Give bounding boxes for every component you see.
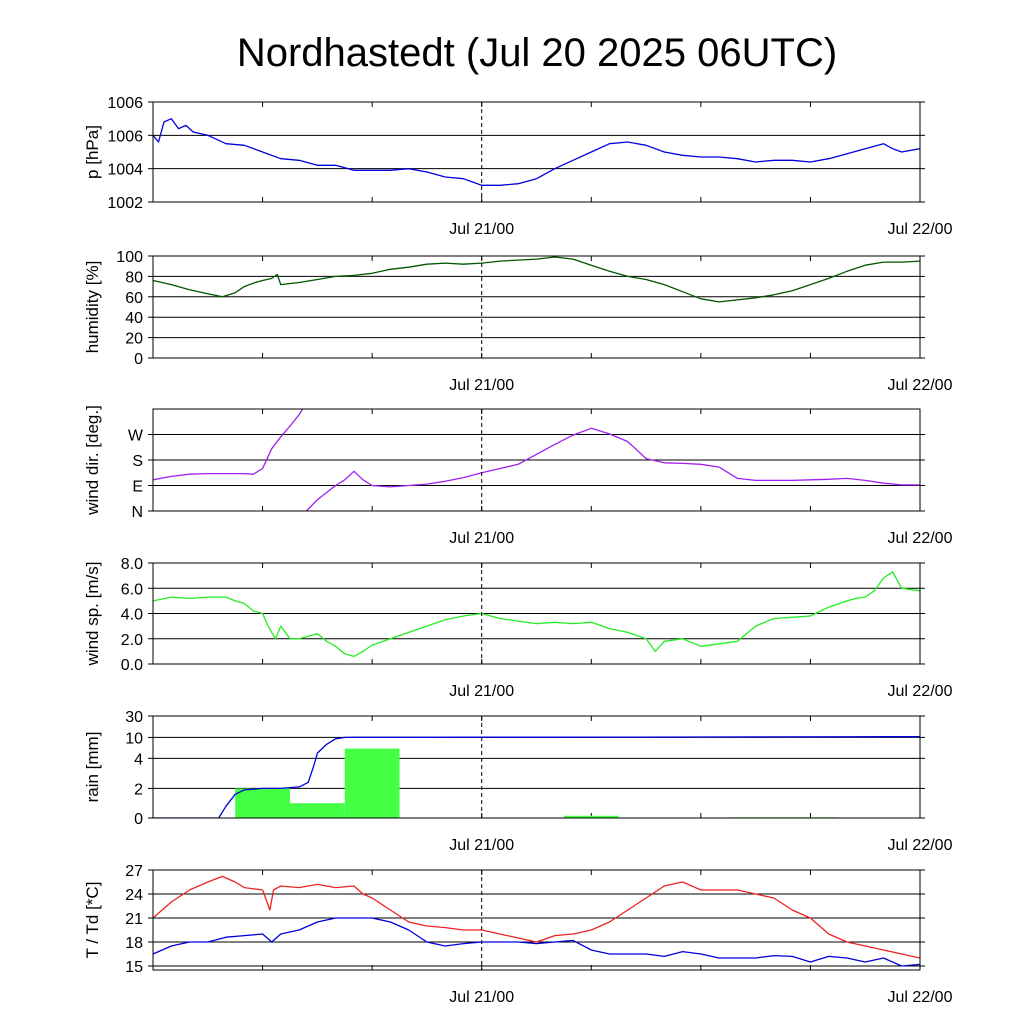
wind-dir-line-1 [305, 427, 920, 511]
pressure-panel: 1002 1004 1006 1006 Jul 21/00 Jul 22/00 p [hPa… [83, 95, 953, 238]
wind-speed-ytick-label: 2.0 [121, 632, 143, 649]
rain-xtick-label: Jul 21/00 [449, 837, 514, 854]
wind-dir-ytick-label: N [131, 504, 143, 521]
temperature-ytick-label: 15 [125, 959, 143, 976]
temperature-xtick-label: Jul 22/00 [888, 989, 953, 1006]
wind-dir-ytick-label: W [128, 428, 144, 445]
wind-dir-ytick-label: S [132, 453, 143, 470]
wind-speed-ytick-label: 8.0 [121, 556, 143, 573]
humidity-ytick-label: 40 [125, 310, 143, 327]
temperature-frame [152, 869, 921, 971]
rain-ytick-label: 30 [125, 709, 143, 726]
wind-dir-frame [152, 408, 921, 512]
temperature-ytick-label: 18 [125, 935, 143, 952]
wind-speed-line [153, 571, 920, 658]
wind-speed-xtick-label: Jul 22/00 [888, 683, 953, 700]
pressure-xtick-label: Jul 21/00 [449, 221, 514, 238]
temperature-td-line [153, 917, 920, 967]
temperature-panel: 15 18 21 24 27 Jul 21/00 Jul 22/00 T / Td [*C] [83, 863, 953, 1006]
pressure-ylabel: p [hPa] [83, 125, 102, 179]
pressure-ytick-label: 1006 [107, 95, 143, 112]
temperature-t-line [153, 875, 920, 959]
rain-frame [152, 715, 921, 819]
humidity-ylabel: humidity [%] [83, 261, 102, 354]
pressure-frame [152, 101, 921, 203]
pressure-ytick-label: 1004 [107, 162, 143, 179]
pressure-xtick-label: Jul 22/00 [888, 221, 953, 238]
wind-dir-line-0 [153, 409, 304, 481]
wind-dir-xtick-label: Jul 22/00 [888, 530, 953, 547]
temperature-ytick-label: 21 [125, 911, 143, 928]
wind-speed-frame [152, 562, 921, 665]
wind-speed-ytick-label: 6.0 [121, 581, 143, 598]
wind-speed-ytick-label: 0.0 [121, 657, 143, 674]
pressure-ytick-label: 1002 [107, 195, 143, 212]
rain-bar [563, 815, 619, 818]
rain-ytick-label: 4 [134, 751, 143, 768]
pressure-ytick-label: 1006 [107, 128, 143, 145]
temperature-ytick-label: 27 [125, 863, 143, 880]
rain-bar [235, 788, 290, 818]
humidity-ytick-label: 60 [125, 290, 143, 307]
rain-ytick-label: 2 [134, 781, 143, 798]
wind-speed-panel: 0.0 2.0 4.0 6.0 8.0 Jul 21/00 Jul 22/00 wind sp… [83, 556, 953, 700]
wind-speed-ylabel: wind sp. [m/s] [83, 562, 102, 667]
humidity-ytick-label: 100 [116, 249, 143, 266]
rain-ytick-label: 0 [134, 811, 143, 828]
chart-title: Nordhastedt (Jul 20 2025 06UTC) [237, 31, 837, 75]
rain-accumulated-line [153, 735, 920, 818]
humidity-xtick-label: Jul 21/00 [449, 377, 514, 394]
temperature-ylabel: T / Td [*C] [83, 882, 102, 959]
humidity-frame [152, 255, 921, 359]
humidity-line [153, 256, 920, 303]
pressure-line [153, 118, 920, 186]
wind-dir-ytick-label: E [132, 479, 143, 496]
rain-bar [344, 748, 400, 818]
rain-ytick-label: 10 [125, 730, 143, 747]
humidity-xtick-label: Jul 22/00 [888, 377, 953, 394]
wind-dir-ylabel: wind dir. [deg.] [83, 405, 102, 516]
rain-bar [289, 803, 345, 818]
wind-speed-ytick-label: 4.0 [121, 607, 143, 624]
humidity-ytick-label: 0 [134, 351, 143, 368]
rain-ylabel: rain [mm] [83, 732, 102, 803]
humidity-ytick-label: 80 [125, 269, 143, 286]
wind-dir-xtick-label: Jul 21/00 [449, 530, 514, 547]
rain-panel: 0 2 4 10 30 Jul 21/00 Jul 22/00 rain [mm] [83, 709, 953, 854]
wind-speed-xtick-label: Jul 21/00 [449, 683, 514, 700]
rain-xtick-label: Jul 22/00 [888, 837, 953, 854]
temperature-xtick-label: Jul 21/00 [449, 989, 514, 1006]
temperature-ytick-label: 24 [125, 887, 143, 904]
humidity-panel: 0 20 40 60 80 100 Jul 21/00 Jul 22/00 humidity [… [83, 249, 953, 394]
humidity-ytick-label: 20 [125, 331, 143, 348]
